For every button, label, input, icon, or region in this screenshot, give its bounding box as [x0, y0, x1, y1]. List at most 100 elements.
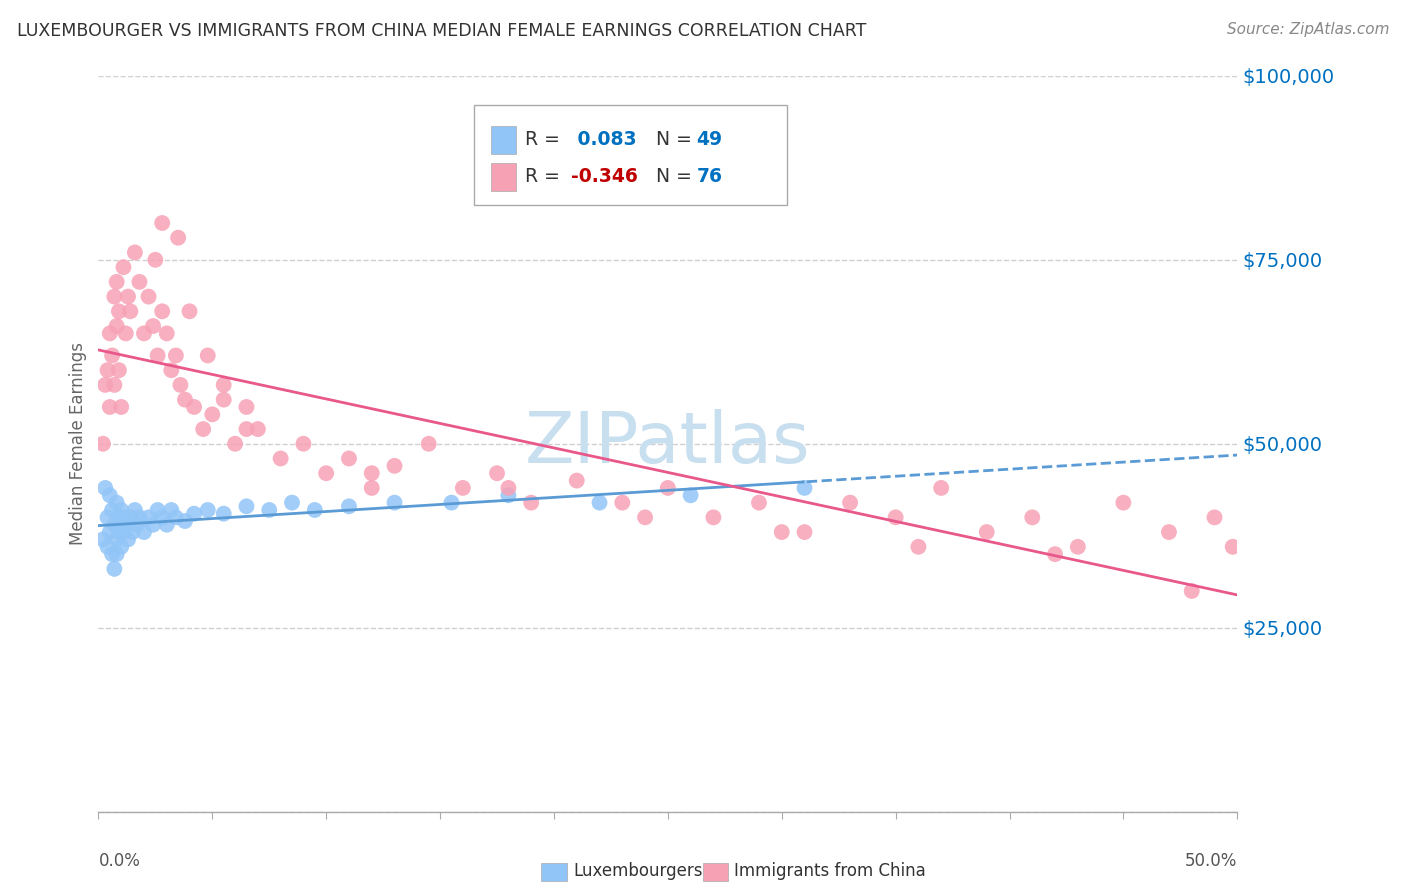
- Text: -0.346: -0.346: [571, 167, 638, 186]
- Point: [108, 304, 131, 318]
- Text: Source: ZipAtlas.com: Source: ZipAtlas.com: [1226, 22, 1389, 37]
- Point: [1204, 510, 1226, 524]
- Point: [520, 495, 543, 509]
- Point: [108, 510, 131, 524]
- Point: [748, 495, 770, 509]
- Point: [565, 474, 588, 488]
- Point: [337, 451, 360, 466]
- Point: [839, 495, 862, 509]
- Point: [91, 533, 114, 547]
- Point: [212, 392, 235, 407]
- Point: [418, 436, 440, 450]
- Point: [146, 348, 169, 362]
- Point: [612, 495, 634, 509]
- Point: [201, 407, 224, 421]
- Point: [212, 507, 235, 521]
- Point: [117, 533, 139, 547]
- Point: [150, 304, 173, 318]
- Text: ZIPatlas: ZIPatlas: [524, 409, 811, 478]
- Point: [112, 524, 135, 539]
- Point: [146, 503, 169, 517]
- Point: [235, 422, 257, 436]
- Point: [451, 481, 474, 495]
- Point: [98, 524, 121, 539]
- Point: [142, 517, 165, 532]
- Point: [120, 304, 142, 318]
- Point: [486, 466, 509, 480]
- Point: [1021, 510, 1043, 524]
- Point: [167, 230, 190, 244]
- Point: [138, 289, 160, 303]
- Point: [114, 517, 136, 532]
- Point: [1067, 540, 1090, 554]
- Point: [142, 318, 165, 333]
- Point: [160, 363, 183, 377]
- Point: [160, 503, 183, 517]
- Point: [110, 540, 132, 554]
- Point: [127, 517, 149, 532]
- Point: [128, 275, 150, 289]
- Point: [96, 540, 118, 554]
- Point: [212, 377, 235, 392]
- Point: [702, 510, 724, 524]
- Point: [197, 503, 219, 517]
- Point: [679, 488, 702, 502]
- Point: [1043, 547, 1066, 561]
- Text: 50.0%: 50.0%: [1185, 852, 1237, 871]
- Point: [224, 436, 246, 450]
- Point: [128, 510, 150, 524]
- Point: [98, 488, 121, 502]
- Point: [150, 216, 173, 230]
- Text: 0.0%: 0.0%: [98, 852, 141, 871]
- Point: [281, 495, 304, 509]
- Point: [197, 348, 219, 362]
- Point: [976, 524, 998, 539]
- Y-axis label: Median Female Earnings: Median Female Earnings: [69, 343, 87, 545]
- Point: [156, 326, 179, 341]
- Point: [1222, 540, 1244, 554]
- Point: [588, 495, 610, 509]
- Point: [117, 289, 139, 303]
- Point: [96, 363, 118, 377]
- Text: N =: N =: [657, 130, 699, 149]
- Point: [498, 488, 520, 502]
- Text: Luxembourgers: Luxembourgers: [574, 863, 703, 880]
- Point: [884, 510, 907, 524]
- Point: [165, 510, 187, 524]
- Point: [110, 400, 132, 414]
- Point: [793, 524, 815, 539]
- Point: [108, 363, 131, 377]
- Point: [105, 275, 128, 289]
- Point: [1181, 583, 1204, 598]
- Point: [121, 524, 143, 539]
- Point: [657, 481, 679, 495]
- Point: [292, 436, 315, 450]
- Point: [108, 524, 131, 539]
- Point: [105, 495, 128, 509]
- Text: 0.083: 0.083: [571, 130, 637, 149]
- Point: [101, 503, 124, 517]
- Text: 49: 49: [696, 130, 723, 149]
- Point: [315, 466, 337, 480]
- Point: [360, 466, 382, 480]
- Point: [132, 524, 155, 539]
- Point: [110, 503, 132, 517]
- Point: [132, 326, 155, 341]
- Point: [103, 289, 125, 303]
- Point: [770, 524, 793, 539]
- Text: N =: N =: [657, 167, 699, 186]
- Point: [1157, 524, 1180, 539]
- Point: [929, 481, 952, 495]
- Point: [120, 510, 142, 524]
- Text: 76: 76: [696, 167, 723, 186]
- Point: [96, 510, 118, 524]
- Point: [174, 514, 197, 528]
- Point: [174, 392, 197, 407]
- Point: [105, 547, 128, 561]
- Point: [112, 510, 135, 524]
- Point: [793, 481, 815, 495]
- Text: R =: R =: [526, 167, 567, 186]
- Point: [337, 500, 360, 514]
- Point: [165, 348, 187, 362]
- Point: [91, 436, 114, 450]
